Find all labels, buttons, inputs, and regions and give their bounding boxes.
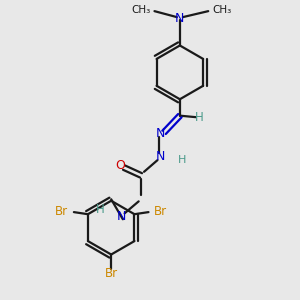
Text: N: N (156, 127, 165, 140)
Text: Br: Br (105, 267, 118, 280)
Text: CH₃: CH₃ (131, 5, 151, 15)
Text: H: H (195, 111, 204, 124)
Text: H: H (96, 203, 104, 216)
Text: H: H (178, 155, 187, 166)
Text: Br: Br (154, 205, 167, 218)
Text: N: N (156, 150, 165, 163)
Text: O: O (115, 159, 125, 172)
Text: N: N (175, 12, 184, 26)
Text: CH₃: CH₃ (212, 5, 231, 15)
Text: N: N (117, 210, 126, 223)
Text: Br: Br (56, 205, 68, 218)
